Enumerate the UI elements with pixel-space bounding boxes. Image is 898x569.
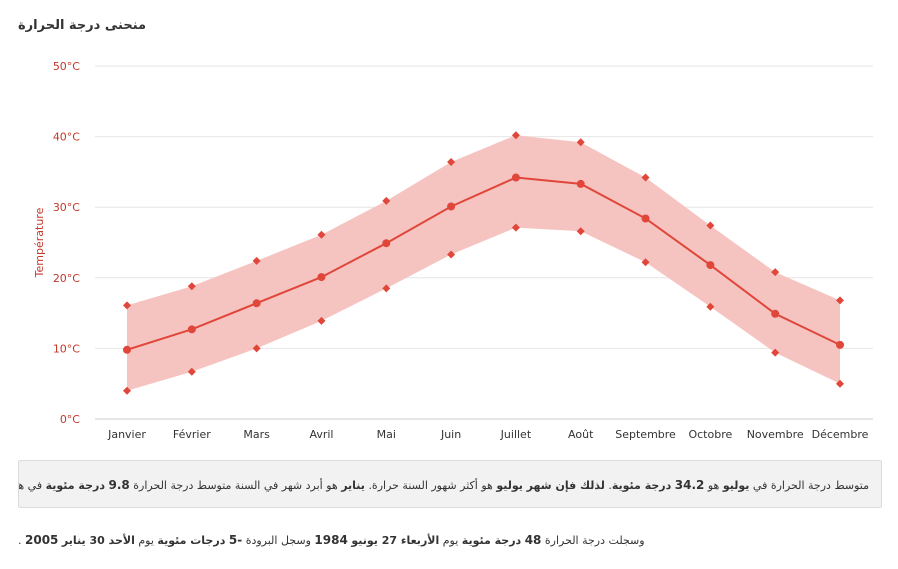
min-point: [317, 316, 326, 325]
summary-text: هو أبرد شهر في السنة متوسط درجة الحرارة: [133, 479, 338, 492]
max-point: [447, 158, 456, 167]
min-point: [252, 344, 261, 353]
x-tick-label: Décembre: [812, 428, 869, 441]
page-title: منحنى درجة الحرارة: [18, 18, 147, 33]
max-point: [511, 131, 520, 140]
y-tick-label: 50°C: [53, 60, 80, 73]
mean-point: [123, 345, 131, 354]
record-low-year: 2005: [25, 533, 59, 547]
min-point: [706, 302, 715, 311]
records-text: وسجلت درجة الحرارة 48 درجة مئوية يوم الأ…: [18, 533, 882, 547]
summary-text: متوسط درجة الحرارة في: [752, 479, 869, 492]
x-tick-label: Mars: [243, 428, 270, 441]
y-axis-label: Température: [33, 207, 46, 278]
mean-point: [836, 340, 844, 349]
y-axis: 0°C 10°C 20°C 30°C 40°C 50°C: [53, 60, 80, 426]
x-tick-label: Juin: [440, 428, 461, 441]
x-tick-label: Novembre: [747, 428, 804, 441]
max-point: [771, 268, 780, 277]
summary-hottest-statement: لذلك فإن شهر يوليو: [496, 479, 605, 492]
temperature-chart: 0°C 10°C 20°C 30°C 40°C 50°C Janvier Février Ma…: [33, 60, 873, 441]
records-text-part: يوم: [138, 534, 154, 547]
y-tick-label: 40°C: [53, 131, 80, 144]
min-point: [641, 258, 650, 267]
y-tick-label: 10°C: [53, 342, 80, 355]
x-tick-label: Août: [568, 428, 594, 441]
marker-layer: [123, 131, 844, 395]
record-low-date: الأحد 30 يناير: [61, 534, 135, 547]
min-point: [836, 379, 844, 388]
max-point: [382, 196, 391, 205]
summary-unit: درجة مئوية: [611, 479, 672, 492]
temperature-range-band: [127, 135, 840, 391]
x-tick-label: Octobre: [688, 428, 732, 441]
min-point: [382, 284, 391, 293]
mean-point: [252, 299, 261, 308]
max-point: [123, 301, 131, 310]
mean-point: [576, 179, 585, 188]
mean-point: [317, 273, 326, 282]
min-point: [123, 386, 131, 395]
min-point: [447, 250, 456, 259]
grid-layer: [95, 65, 873, 420]
summary-unit: درجة مئوية: [45, 479, 105, 492]
mean-point: [382, 239, 391, 248]
record-low-value: -5: [228, 533, 243, 547]
summary-text: هو أكثر شهور السنة حرارة.: [368, 479, 493, 492]
min-point: [187, 367, 196, 376]
summary-box: متوسط درجة الحرارة في يوليو هو 34.2 درجة…: [18, 460, 882, 508]
summary-coldest-value: 9.8: [108, 478, 130, 492]
min-point: [511, 223, 520, 232]
record-high-value: 48: [524, 533, 542, 547]
y-tick-label: 20°C: [53, 272, 80, 285]
summary-coldest-month: يناير: [341, 479, 365, 492]
summary-text: .: [608, 479, 612, 492]
max-point: [187, 282, 196, 291]
record-high-date: الأربعاء 27 يونيو: [351, 534, 440, 547]
records-text-part: وسجلت درجة الحرارة: [544, 534, 645, 547]
mean-point: [447, 202, 456, 211]
mean-temperature-line: [126, 176, 841, 351]
mean-point: [706, 261, 715, 270]
y-tick-label: 30°C: [53, 201, 80, 214]
range-band-layer: [127, 135, 840, 391]
x-tick-label: Avril: [309, 428, 333, 441]
summary-hottest-value: 34.2: [674, 478, 705, 492]
x-tick-label: Septembre: [615, 428, 676, 441]
x-tick-label: Février: [173, 428, 211, 441]
max-point: [706, 221, 715, 230]
record-unit: درجة مئوية: [461, 534, 522, 547]
min-point: [576, 227, 585, 236]
x-tick-label: Mai: [377, 428, 396, 441]
record-high-year: 1984: [314, 533, 348, 547]
max-point: [641, 173, 650, 182]
mean-point: [187, 325, 196, 334]
x-axis: Janvier Février Mars Avril Mai Juin Juillet Aoû…: [107, 428, 869, 441]
x-tick-label: Juillet: [500, 428, 532, 441]
y-tick-label: 0°C: [60, 413, 80, 426]
records-text-part: وسجل البرودة: [245, 534, 311, 547]
mean-point: [511, 173, 520, 182]
summary-text: هو: [707, 479, 720, 492]
max-point: [252, 256, 261, 265]
record-unit: درجات مئوية: [157, 534, 226, 547]
x-tick-label: Janvier: [107, 428, 146, 441]
records-text-part: .: [18, 534, 22, 547]
summary-hottest-month: يوليو: [722, 479, 750, 492]
mean-point: [771, 309, 780, 318]
min-point: [771, 348, 780, 357]
summary-text: في هذا الوقت.: [18, 479, 43, 492]
max-point: [836, 296, 844, 305]
max-point: [317, 230, 326, 239]
mean-line-layer: [126, 176, 841, 351]
records-text-part: يوم: [442, 534, 459, 547]
mean-point: [641, 214, 650, 223]
max-point: [576, 138, 585, 147]
